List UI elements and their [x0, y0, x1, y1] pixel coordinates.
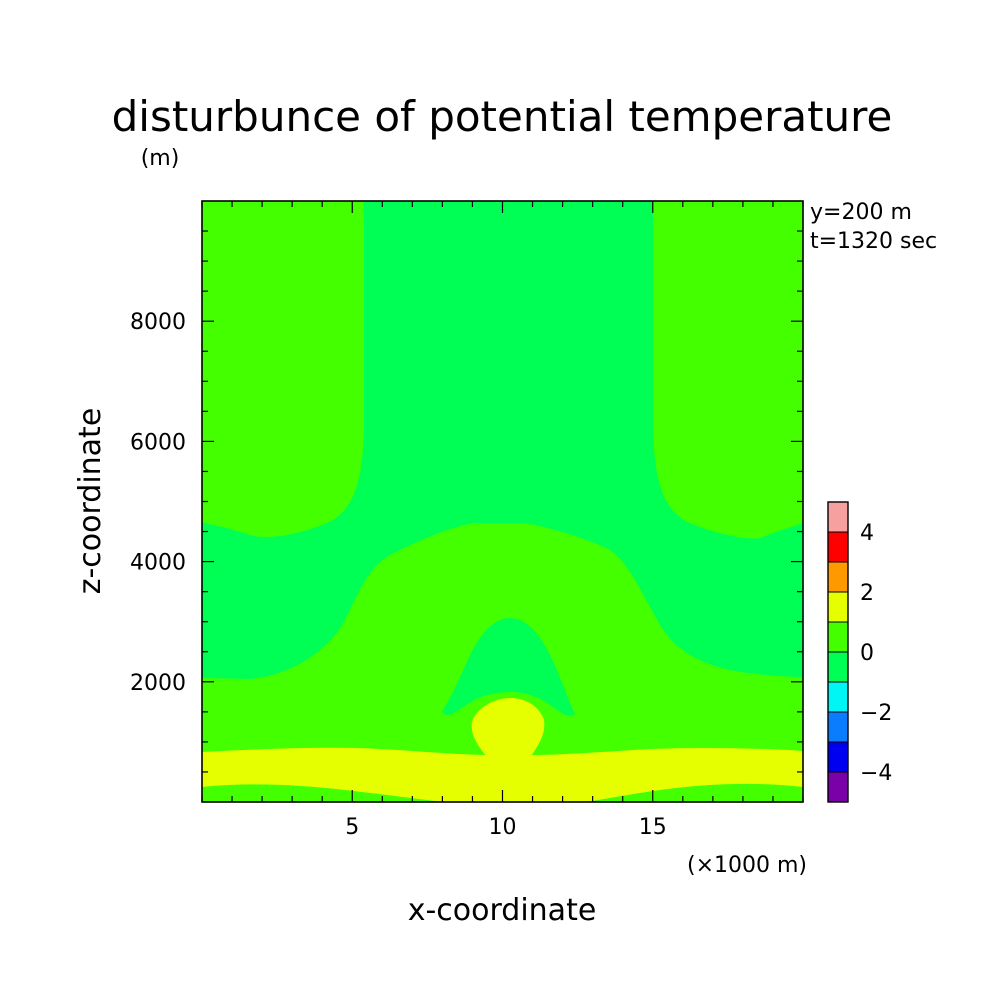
chart-title: disturbunce of potential temperature	[112, 92, 893, 141]
y-axis-unit: (m)	[141, 146, 180, 171]
colorbar-tick-label: 2	[860, 581, 874, 606]
colorbar-swatch	[827, 531, 849, 563]
colorbar-tick-label: −2	[860, 701, 892, 726]
colorbar-swatch	[827, 561, 849, 593]
x-tick-label: 15	[639, 815, 667, 840]
y-tick-label: 4000	[130, 551, 186, 576]
region-inner-arch	[442, 618, 575, 716]
colorbar-swatch	[827, 771, 849, 803]
annotation-t: t=1320 sec	[810, 229, 937, 254]
colorbar-tick-label: −4	[860, 761, 892, 786]
colorbar-swatch	[827, 651, 849, 683]
x-tick-label: 5	[345, 815, 359, 840]
axis-tick-labels: 5 10 15 2000 4000 6000 8000	[130, 310, 667, 840]
plot-field	[202, 201, 803, 802]
x-axis-unit: (×1000 m)	[687, 853, 807, 878]
region-upper-left-band	[202, 201, 364, 537]
colorbar-tick-label: 0	[860, 641, 874, 666]
axis-ticks	[201, 201, 804, 802]
y-tick-label: 8000	[130, 310, 186, 335]
y-tick-label: 2000	[130, 671, 186, 696]
colorbar-swatch	[827, 741, 849, 773]
colorbar-frame	[827, 501, 849, 803]
x-tick-label: 10	[489, 815, 517, 840]
colorbar-swatch	[827, 711, 849, 743]
region-low-level-warm-layer	[202, 698, 803, 802]
y-tick-label: 6000	[130, 430, 186, 455]
annotation-y: y=200 m	[810, 200, 912, 225]
colorbar-swatch	[827, 621, 849, 653]
y-axis-label: z-coordinate	[73, 408, 108, 595]
region-upper-right-band	[653, 201, 803, 539]
colorbar-swatch	[827, 501, 849, 533]
x-axis-label: x-coordinate	[408, 893, 597, 928]
colorbar-swatch	[827, 591, 849, 623]
colorbar: −4 −2 0 2 4	[827, 501, 892, 803]
colorbar-swatch	[827, 681, 849, 713]
colorbar-tick-label: 4	[860, 521, 874, 546]
